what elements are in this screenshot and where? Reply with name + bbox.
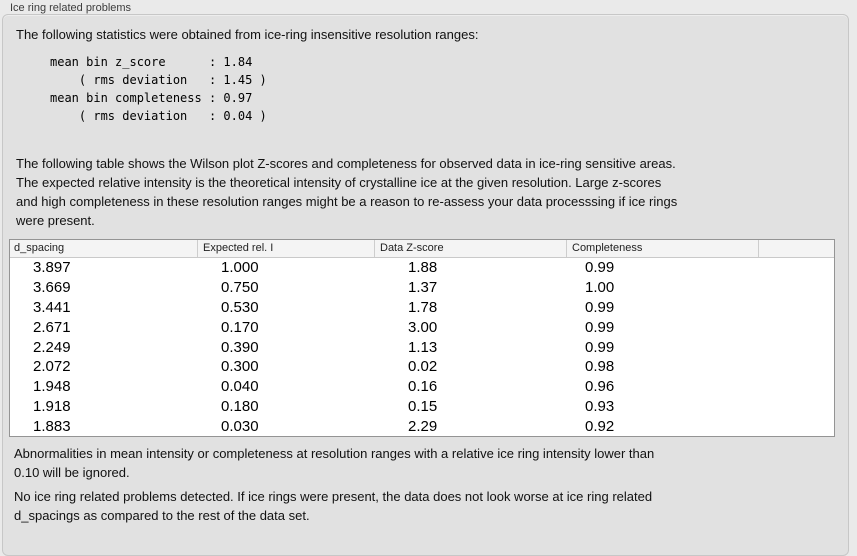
table-row[interactable]: 3.669 0.750 1.37 1.00 (10, 278, 834, 298)
cell-expected-rel-i: 1.000 (221, 259, 259, 276)
cell-d-spacing: 2.249 (33, 338, 71, 356)
cell-data-z-score: 1.88 (408, 259, 438, 276)
cell-completeness: 0.96 (585, 378, 615, 396)
cell-expected-rel-i: 0.040 (221, 378, 259, 396)
cell-completeness: 0.92 (585, 418, 615, 436)
cell-completeness: 0.99 (585, 318, 615, 336)
cell-expected-rel-i: 0.030 (221, 418, 259, 436)
table-header-row: d_spacing Expected rel. I Data Z-score C… (10, 240, 834, 258)
table-row[interactable]: 1.918 0.180 0.15 0.93 (10, 397, 834, 417)
cell-completeness: 1.00 (585, 278, 615, 296)
cell-expected-rel-i: 0.530 (221, 298, 259, 316)
note-text: Abnormalities in mean intensity or compl… (14, 446, 655, 480)
cell-d-spacing: 3.897 (33, 259, 71, 276)
cell-expected-rel-i: 0.180 (221, 398, 259, 416)
cell-expected-rel-i: 0.390 (221, 338, 259, 356)
table-row[interactable]: 3.441 0.530 1.78 0.99 (10, 298, 834, 318)
conclusion-text: No ice ring related problems detected. I… (14, 489, 653, 523)
description-text: The following table shows the Wilson plo… (16, 156, 678, 228)
cell-expected-rel-i: 0.300 (221, 358, 259, 376)
cell-data-z-score: 1.78 (408, 298, 438, 316)
table-row[interactable]: 1.883 0.030 2.29 0.92 (10, 417, 834, 437)
header-spacer (758, 240, 834, 257)
cell-data-z-score: 0.16 (408, 378, 438, 396)
header-data-z-score[interactable]: Data Z-score (374, 240, 566, 257)
cell-completeness: 0.99 (585, 298, 615, 316)
cell-data-z-score: 3.00 (408, 318, 438, 336)
cell-d-spacing: 2.671 (33, 318, 71, 336)
cell-data-z-score: 0.15 (408, 398, 438, 416)
cell-completeness: 0.99 (585, 259, 615, 276)
intro-text: The following statistics were obtained f… (16, 27, 479, 42)
header-completeness[interactable]: Completeness (566, 240, 758, 257)
table-row[interactable]: 2.249 0.390 1.13 0.99 (10, 338, 834, 358)
cell-d-spacing: 3.441 (33, 298, 71, 316)
table-row[interactable]: 1.948 0.040 0.16 0.96 (10, 377, 834, 397)
table-body: 3.897 1.000 1.88 0.99 3.669 0.750 1.37 1… (10, 258, 834, 437)
cell-d-spacing: 1.918 (33, 398, 71, 416)
cell-d-spacing: 2.072 (33, 358, 71, 376)
results-table: d_spacing Expected rel. I Data Z-score C… (9, 239, 835, 437)
cell-d-spacing: 1.883 (33, 418, 71, 436)
cell-completeness: 0.98 (585, 358, 615, 376)
table-row[interactable]: 2.072 0.300 0.02 0.98 (10, 357, 834, 377)
cell-d-spacing: 3.669 (33, 278, 71, 296)
cell-completeness: 0.93 (585, 398, 615, 416)
header-expected-rel-i[interactable]: Expected rel. I (197, 240, 374, 257)
header-d-spacing[interactable]: d_spacing (14, 242, 65, 254)
table-row[interactable]: 3.897 1.000 1.88 0.99 (10, 258, 834, 278)
stats-block: mean bin z_score : 1.84 ( rms deviation … (50, 55, 267, 123)
cell-expected-rel-i: 0.170 (221, 318, 259, 336)
cell-data-z-score: 1.13 (408, 338, 438, 356)
table-row[interactable]: 2.671 0.170 3.00 0.99 (10, 318, 834, 338)
cell-data-z-score: 1.37 (408, 278, 438, 296)
panel-title: Ice ring related problems (10, 2, 132, 14)
cell-data-z-score: 2.29 (408, 418, 438, 436)
cell-completeness: 0.99 (585, 338, 615, 356)
cell-expected-rel-i: 0.750 (221, 278, 259, 296)
cell-d-spacing: 1.948 (33, 378, 71, 396)
cell-data-z-score: 0.02 (408, 358, 438, 376)
